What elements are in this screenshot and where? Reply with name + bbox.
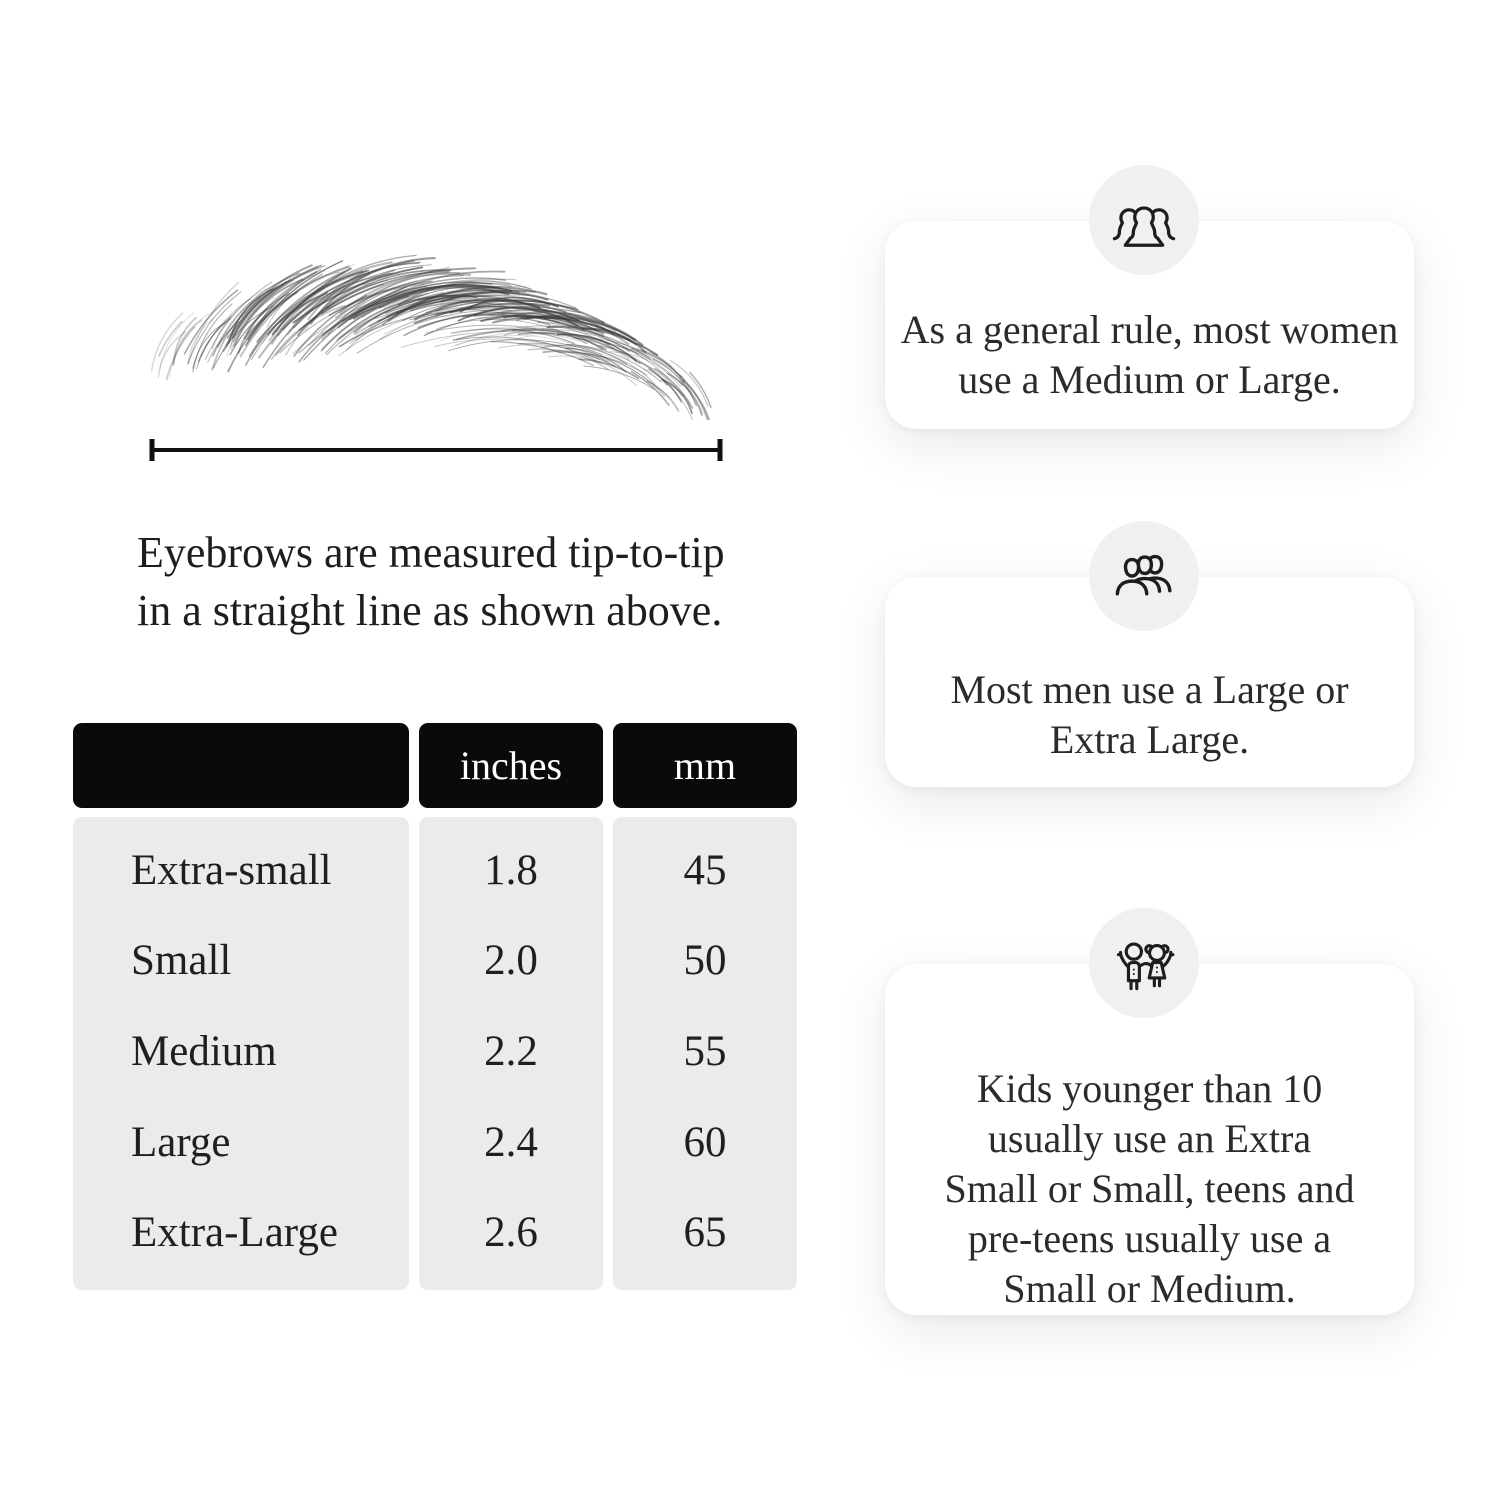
size-label: Extra-Large (131, 1209, 338, 1257)
size-table-header-blank (73, 723, 409, 808)
men-group-icon (1115, 554, 1172, 596)
measurement-caption: Eyebrows are measured tip-to-tip in a st… (137, 524, 725, 640)
women-sizing-text: As a general rule, most women use a Medi… (885, 305, 1414, 405)
kids-icon (1116, 942, 1175, 990)
men-text-line-2: Extra Large. (1049, 717, 1250, 762)
women-group-icon (1112, 206, 1176, 247)
size-label: Large (131, 1118, 231, 1166)
eyebrow-illustration-svg (150, 254, 712, 420)
men-text-line-1: Most men use a Large or (950, 667, 1349, 712)
size-table: Extra-small Small Medium Large Extra-Lar… (73, 723, 797, 1290)
size-table-label-column: Extra-small Small Medium Large Extra-Lar… (73, 723, 409, 1290)
kids-text-line-5: Small or Medium. (1003, 1266, 1296, 1311)
kids-text-line-2: usually use an Extra (987, 1116, 1312, 1161)
inches-value: 2.0 (484, 937, 538, 985)
mm-value: 65 (683, 1209, 727, 1257)
women-text-line-2: use a Medium or Large. (958, 357, 1341, 402)
inches-value: 2.2 (484, 1027, 538, 1075)
kids-sizing-card: Kids younger than 10 usually use an Extr… (885, 908, 1414, 1315)
inches-value: 2.6 (484, 1209, 538, 1257)
caption-line-1: Eyebrows are measured tip-to-tip (137, 528, 725, 577)
size-table-inches-body: 1.8 2.0 2.2 2.4 2.6 (419, 817, 603, 1290)
men-sizing-text: Most men use a Large or Extra Large. (885, 665, 1414, 765)
kids-text-line-3: Small or Small, teens and (944, 1166, 1355, 1211)
size-label: Medium (131, 1027, 277, 1075)
measurement-line (149, 439, 723, 461)
mm-value: 50 (683, 937, 727, 985)
women-sizing-card: As a general rule, most women use a Medi… (885, 165, 1414, 429)
size-table-header-mm: mm (613, 723, 797, 808)
size-label: Small (131, 937, 232, 985)
women-icon-badge (1089, 165, 1199, 275)
kids-text-line-4: pre-teens usually use a (967, 1216, 1332, 1261)
mm-value: 55 (683, 1027, 727, 1075)
eyebrow-illustration (100, 240, 740, 420)
size-table-mm-column: mm 45 50 55 60 65 (613, 723, 797, 1290)
kids-icon-badge (1089, 908, 1199, 1018)
size-table-label-body: Extra-small Small Medium Large Extra-Lar… (73, 817, 409, 1290)
kids-text-line-1: Kids younger than 10 (976, 1066, 1323, 1111)
size-table-header-inches: inches (419, 723, 603, 808)
mm-value: 60 (683, 1118, 727, 1166)
size-table-inches-column: inches 1.8 2.0 2.2 2.4 2.6 (419, 723, 603, 1290)
size-label: Extra-small (131, 846, 332, 894)
men-sizing-card: Most men use a Large or Extra Large. (885, 521, 1414, 787)
size-table-mm-body: 45 50 55 60 65 (613, 817, 797, 1290)
men-icon-badge (1089, 521, 1199, 631)
inches-value: 1.8 (484, 846, 538, 894)
mm-value: 45 (683, 846, 727, 894)
women-text-line-1: As a general rule, most women (900, 307, 1399, 352)
caption-line-2: in a straight line as shown above. (137, 586, 723, 635)
inches-value: 2.4 (484, 1118, 538, 1166)
kids-sizing-text: Kids younger than 10 usually use an Extr… (885, 1064, 1414, 1314)
